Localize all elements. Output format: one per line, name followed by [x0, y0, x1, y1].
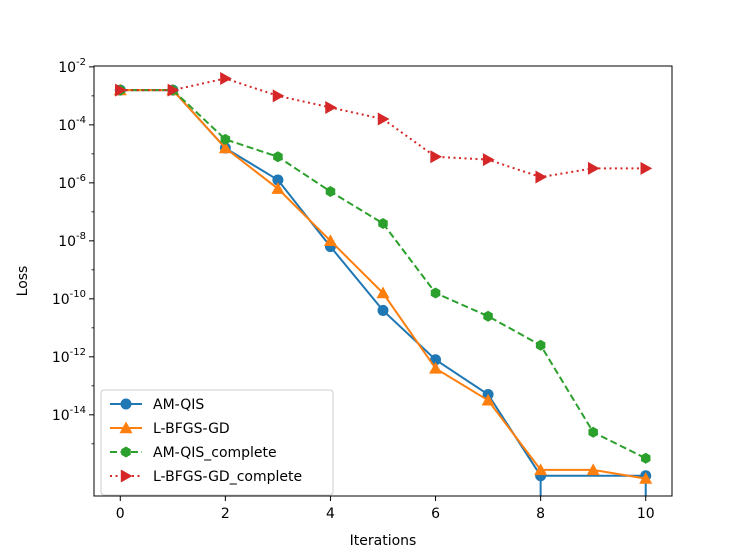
x-tick-label: 8 [536, 506, 545, 522]
series-point [377, 112, 390, 126]
series-point [640, 161, 653, 175]
legend-label: AM-QIS_complete [153, 445, 277, 461]
series-point [376, 286, 390, 299]
y-tick-label: 10-14 [52, 405, 86, 424]
series-point [430, 287, 441, 299]
plot-frame [93, 65, 673, 497]
series-point [588, 426, 598, 438]
series-point [272, 174, 284, 186]
series-point [481, 393, 495, 406]
legend-marker [120, 398, 132, 410]
x-tick-label: 10 [637, 506, 655, 522]
legend-box [100, 389, 334, 496]
series-point [483, 310, 493, 322]
series-point [220, 71, 232, 85]
series-point [534, 463, 548, 476]
x-tick-label: 4 [326, 506, 335, 522]
legend-marker [120, 469, 133, 483]
series-point [325, 186, 336, 198]
series-point [482, 153, 495, 167]
series-point [535, 170, 548, 184]
legend: AM-QIS L-BFGS-GD AM-QIS_complete L-BFGS-GD_… [100, 389, 334, 496]
series-point [167, 83, 180, 97]
series-point [640, 452, 651, 464]
series-point [378, 217, 388, 229]
series-point [220, 133, 231, 145]
y-tick-label: 10-2 [58, 57, 86, 76]
series-point [639, 472, 653, 484]
series-line-2 [120, 89, 647, 460]
series-layer [113, 71, 653, 496]
y-tick-label: 10-4 [58, 115, 86, 134]
series-point [272, 89, 285, 103]
series-point [218, 141, 232, 154]
x-tick-label: 0 [116, 506, 125, 522]
y-tick-label: 10-12 [52, 347, 86, 366]
y-tick-label: 10-8 [58, 231, 86, 250]
legend-label: L-BFGS-GD_complete [153, 469, 302, 485]
legend-label: AM-QIS [153, 397, 204, 413]
series-point [430, 150, 443, 164]
x-axis-label: Iterations [350, 533, 417, 549]
series-point [429, 361, 443, 374]
x-tick-label: 6 [431, 506, 440, 522]
series-point [115, 83, 127, 97]
legend-marker [119, 421, 133, 434]
series-point [587, 161, 600, 175]
series-point [535, 339, 546, 351]
x-axis: 0 2 4 6 8 10 [116, 496, 655, 522]
series-point [586, 463, 600, 476]
series-point [325, 100, 337, 114]
series-point [273, 151, 283, 163]
y-axis-label: Loss [15, 266, 31, 297]
y-tick-label: 10-10 [52, 289, 86, 308]
y-axis: 10-2 10-4 10-6 10-8 10-10 10-12 10-14 [52, 57, 94, 445]
x-tick-label: 2 [221, 506, 230, 522]
legend-label: L-BFGS-GD [153, 421, 230, 437]
y-tick-label: 10-6 [58, 173, 86, 192]
legend-marker [121, 446, 131, 458]
series-point [323, 234, 337, 247]
series-line-3 [120, 77, 646, 179]
series-point [271, 182, 285, 194]
series-point [377, 304, 389, 316]
series-point [430, 354, 442, 366]
